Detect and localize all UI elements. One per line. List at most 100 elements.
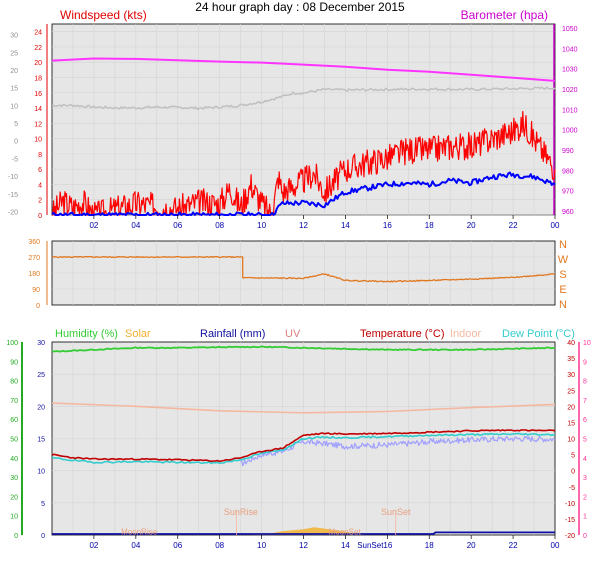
legend-item: Dew Point (°C) [502, 328, 575, 340]
outer-tick-label: 15 [10, 86, 18, 93]
humidity-tick-label: 20 [10, 494, 18, 501]
indoor-temp-line [51, 402, 556, 414]
windspeed-tick-label: 14 [34, 106, 42, 113]
barometer-tick-label: 1000 [562, 128, 578, 135]
legend-item: Solar [125, 328, 151, 340]
windspeed-tick-label: 12 [34, 121, 42, 128]
legend-item: Humidity (%) [55, 328, 118, 340]
hour-tick-label: 04 [131, 221, 140, 230]
temp-humidity-panel: Humidity (%) Solar Rainfall (mm) UV Temperat… [6, 328, 591, 550]
humidity-line [51, 345, 556, 353]
heat-index-line [240, 435, 556, 467]
outer-tick-label: 0 [14, 139, 18, 146]
windspeed-axis-label: Windspeed (kts) [60, 8, 147, 22]
temp-tick-label: 15 [37, 437, 45, 444]
solar-area [251, 527, 367, 535]
temp-right-tick-label: 20 [567, 404, 575, 411]
temp-right-tick-label: 30 [567, 372, 575, 379]
temp-right-tick-label: -20 [565, 533, 575, 540]
windspeed-tick-label: 8 [38, 152, 42, 159]
humidity-tick-label: 40 [10, 456, 18, 463]
outer-tick-label: 25 [10, 50, 18, 57]
hour-tick-label: 00 [551, 541, 560, 550]
direction-degree-label: 0 [36, 303, 40, 310]
temp-right-tick-label: -5 [569, 485, 575, 492]
windspeed-tick-label: 18 [34, 75, 42, 82]
barometer-axis-label: Barometer (hpa) [461, 8, 548, 22]
uv-tick-label: 3 [583, 475, 587, 482]
humidity-tick-label: 30 [10, 475, 18, 482]
sunset-label: SunSet [381, 507, 411, 517]
humidity-tick-label: 100 [6, 340, 18, 347]
hour-tick-label: 10 [257, 541, 266, 550]
chart-title: 24 hour graph day : 08 December 2015 [195, 0, 405, 14]
barometer-tick-label: 1010 [562, 107, 578, 114]
uv-tick-label: 8 [583, 379, 587, 386]
barometer-tick-label: 1050 [562, 26, 578, 33]
outer-tick-label: 10 [10, 103, 18, 110]
moonset-label: MoonSet [329, 528, 362, 537]
wind-gust-line [52, 110, 556, 216]
compass-label: S [559, 269, 566, 281]
barometer-tick-label: 970 [562, 189, 574, 196]
humidity-tick-label: 10 [10, 514, 18, 521]
hour-tick-label: 16 [383, 221, 392, 230]
humidity-tick-label: 60 [10, 417, 18, 424]
uv-tick-label: 7 [583, 398, 587, 405]
barometer-line [51, 57, 556, 82]
outer-tick-label: 20 [10, 68, 18, 75]
hour-tick-label: 20 [467, 541, 476, 550]
barometer-tick-label: 990 [562, 148, 574, 155]
temp-tick-label: 5 [41, 501, 45, 508]
temp-tick-label: 0 [41, 533, 45, 540]
hour-tick-label: 06 [173, 541, 182, 550]
sunrise-label: SunRise [224, 507, 258, 517]
outer-tick-label: -20 [8, 209, 18, 216]
direction-degree-label: 270 [28, 255, 40, 262]
humidity-tick-label: 80 [10, 379, 18, 386]
legend-item: Rainfall (mm) [200, 328, 265, 340]
temp-right-tick-label: -10 [565, 501, 575, 508]
temp-right-tick-label: 15 [567, 420, 575, 427]
outer-tick-label: -15 [8, 192, 18, 199]
temp-right-tick-label: -15 [565, 517, 575, 524]
hour-tick-label: 14 [341, 221, 350, 230]
compass-label: E [559, 284, 566, 296]
hour-tick-label: 12 [299, 541, 308, 550]
compass-label: N [559, 239, 567, 251]
dew-point-line [51, 432, 556, 465]
outer-tick-label: 5 [14, 121, 18, 128]
barometer-tick-label: 960 [562, 209, 574, 216]
humidity-tick-label: 50 [10, 437, 18, 444]
outer-tick-label: -5 [12, 156, 18, 163]
windspeed-tick-label: 22 [34, 45, 42, 52]
temp-right-tick-label: 10 [567, 437, 575, 444]
temp-right-tick-label: 35 [567, 356, 575, 363]
hour-tick-label: 14 [341, 541, 350, 550]
hour-tick-label: 20 [467, 221, 476, 230]
windspeed-tick-label: 24 [34, 30, 42, 37]
direction-degree-label: 90 [32, 287, 40, 294]
uv-tick-label: 4 [583, 456, 587, 463]
barometer-tick-label: 1020 [562, 87, 578, 94]
windspeed-tick-label: 20 [34, 60, 42, 67]
barometer-tick-label: 1040 [562, 46, 578, 53]
hour-tick-label: 00 [551, 221, 560, 230]
barometer-tick-label: 980 [562, 168, 574, 175]
wind-average-line [51, 171, 556, 216]
windspeed-tick-label: 0 [38, 213, 42, 220]
uv-tick-label: 6 [583, 417, 587, 424]
uv-tick-label: 10 [583, 340, 591, 347]
grey-temperature-line [51, 86, 556, 111]
temperature-line [51, 429, 556, 463]
windspeed-tick-label: 2 [38, 198, 42, 205]
temp-tick-label: 10 [37, 469, 45, 476]
legend-item: Temperature (°C) [360, 328, 444, 340]
hour-tick-label: 04 [131, 541, 140, 550]
temp-tick-label: 25 [37, 372, 45, 379]
hour-tick-label: 22 [509, 221, 518, 230]
uv-tick-label: 0 [583, 533, 587, 540]
compass-label: W [558, 254, 569, 266]
sunset16-tick-label: SunSet16 [357, 541, 393, 550]
windspeed-tick-label: 10 [34, 137, 42, 144]
